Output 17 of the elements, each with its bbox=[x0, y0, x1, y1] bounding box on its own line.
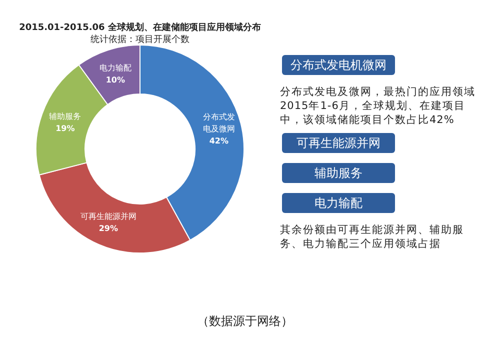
chart-title: 2015.01-2015.06 全球规划、在建储能项目应用领域分布 bbox=[19, 22, 261, 33]
chart-subtitle: 统计依据：项目开展个数 bbox=[90, 34, 190, 45]
data-label: 19% bbox=[56, 124, 75, 134]
text: 其余份额由可再生能源并网、辅助服务、电力输配三个应用领域占据 bbox=[280, 223, 465, 251]
slice-label: 可再生能源并网 bbox=[80, 212, 136, 221]
text: 辅助服务 bbox=[282, 163, 395, 183]
data-label: 29% bbox=[98, 224, 118, 233]
text: 可再生能源并网 bbox=[282, 133, 395, 153]
data-label: 10% bbox=[106, 75, 126, 84]
slice-label: 辅助服务 bbox=[49, 112, 82, 122]
text: （数据源于网络） bbox=[197, 314, 293, 328]
data-label: 42% bbox=[209, 136, 229, 146]
text: 分布式发电机微网 bbox=[282, 55, 395, 75]
text: 电力输配 bbox=[282, 193, 395, 213]
text: 分布式发电及微网，最热门的应用领域2015年1-6月，全球规划、在建项目中，该领域储能项目个数占比42% bbox=[280, 85, 476, 127]
slice-label: 分布式发电及微网 bbox=[202, 112, 235, 134]
slice-label: 电力输配 bbox=[99, 63, 132, 72]
